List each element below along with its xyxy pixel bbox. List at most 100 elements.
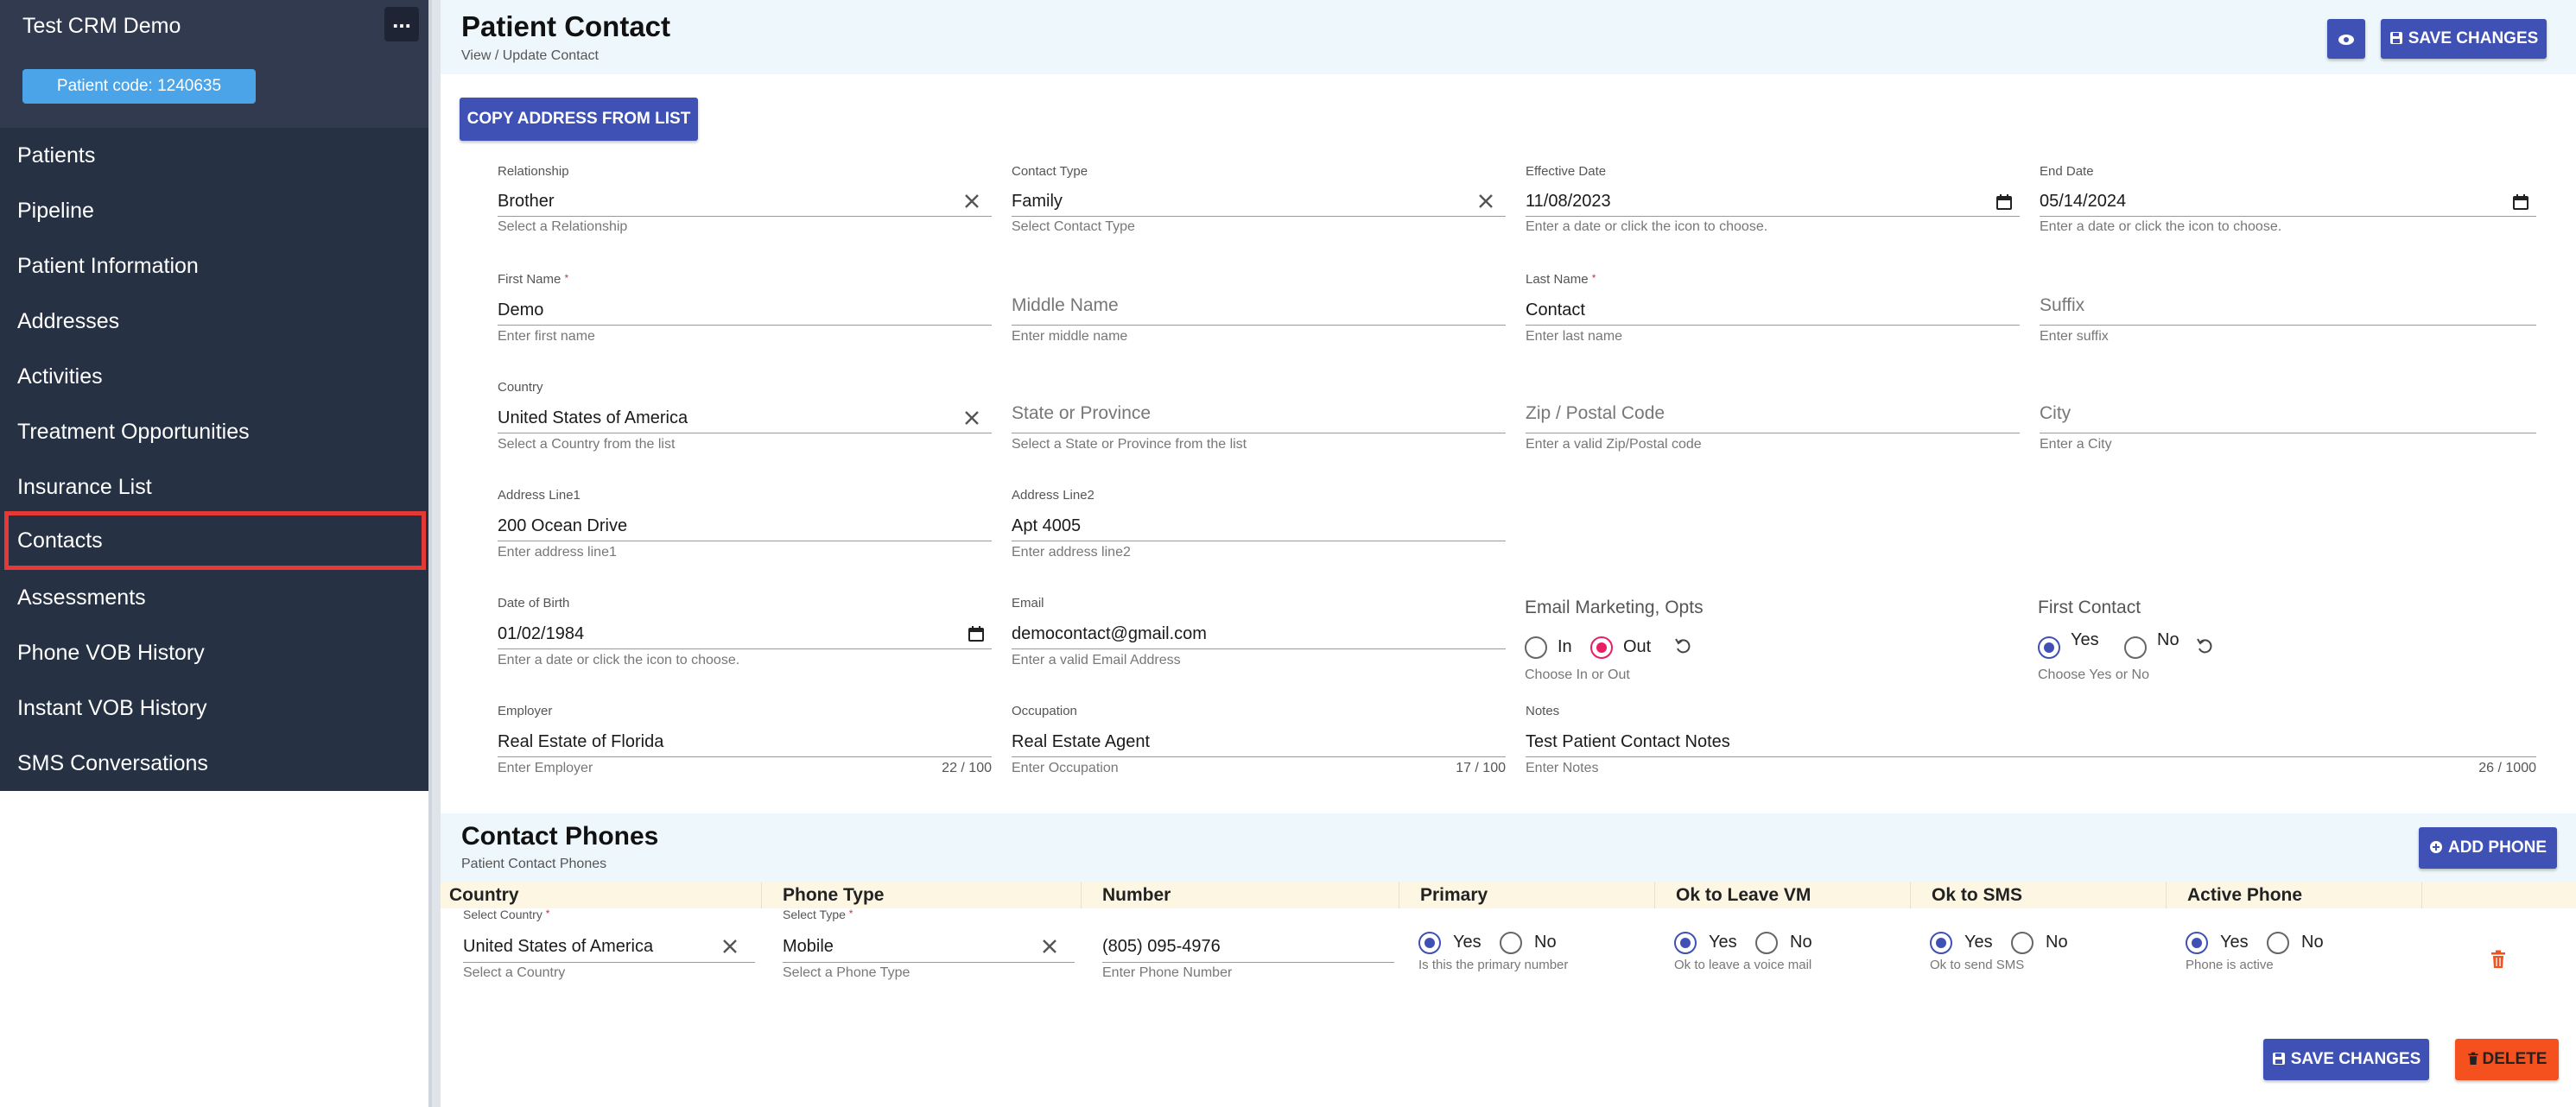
address-line1-value[interactable]: 200 Ocean Drive [498, 516, 628, 535]
primary-no-label: No [1534, 933, 1557, 952]
phone-number-field[interactable]: (805) 095-4976 Enter Phone Number [1102, 908, 1394, 985]
sms-yes-radio[interactable] [1930, 932, 1952, 954]
email-field[interactable]: Email democontact@gmail.com Enter a vali… [1012, 596, 1506, 674]
address-line2-value[interactable]: Apt 4005 [1012, 516, 1082, 535]
view-button[interactable] [2327, 19, 2365, 59]
sidebar-item-sms-conversations[interactable]: SMS Conversations [17, 751, 208, 775]
primary-no-radio[interactable] [1500, 932, 1522, 954]
occupation-hint: Enter Occupation [1012, 761, 1119, 775]
vm-yes-radio[interactable] [1674, 932, 1697, 954]
last-name-value[interactable]: Contact [1526, 300, 1585, 319]
clear-icon[interactable] [962, 408, 981, 427]
sidebar-resize-handle[interactable] [428, 0, 432, 1107]
notes-value[interactable]: Test Patient Contact Notes [1526, 732, 1730, 751]
state-field[interactable]: State or Province Select a State or Prov… [1012, 380, 1506, 458]
phone-number-value[interactable]: (805) 095-4976 [1102, 937, 1221, 956]
sidebar-item-activities[interactable]: Activities [17, 364, 103, 389]
reset-icon[interactable] [1673, 636, 1692, 655]
calendar-icon[interactable] [2512, 193, 2529, 211]
email-opt-out-radio[interactable] [1590, 636, 1613, 659]
sidebar-item-addresses[interactable]: Addresses [17, 309, 120, 333]
phone-type-field[interactable]: Select Type * Mobile Select a Phone Type [783, 908, 1075, 985]
calendar-icon[interactable] [968, 625, 985, 642]
phone-type-label-wrap: Select Type * [783, 908, 853, 921]
address-line1-hint: Enter address line1 [498, 545, 617, 560]
contact-type-field[interactable]: Contact Type Family Select Contact Type [1012, 164, 1506, 242]
sidebar-item-treatment-opportunities[interactable]: Treatment Opportunities [17, 420, 250, 444]
first-contact-no-radio[interactable] [2124, 636, 2147, 659]
first-contact-yes-radio[interactable] [2038, 636, 2060, 659]
vm-no-radio[interactable] [1755, 932, 1778, 954]
active-yes-radio[interactable] [2186, 932, 2208, 954]
contact-phones-title: Contact Phones [461, 822, 659, 851]
trash-icon[interactable] [2490, 950, 2507, 969]
phone-country-field[interactable]: Select Country * United States of Americ… [463, 908, 755, 985]
first-name-value[interactable]: Demo [498, 300, 544, 319]
sidebar-nav: Patients Pipeline Patient Information Ad… [0, 128, 432, 791]
end-date-field[interactable]: End Date 05/14/2024 Enter a date or clic… [2040, 164, 2536, 242]
clear-icon[interactable] [1476, 192, 1495, 211]
effective-date-value[interactable]: 11/08/2023 [1526, 192, 1611, 211]
phone-country-value[interactable]: United States of America [463, 937, 654, 956]
phone-number-underline [1102, 962, 1394, 963]
relationship-value[interactable]: Brother [498, 192, 555, 211]
sidebar-item-instant-vob-history[interactable]: Instant VOB History [17, 696, 207, 720]
middle-name-field[interactable]: Middle Name Enter middle name [1012, 272, 1506, 350]
last-name-field[interactable]: Last Name * Contact Enter last name [1526, 272, 2020, 350]
occupation-field[interactable]: Occupation Real Estate Agent Enter Occup… [1012, 704, 1506, 781]
country-value[interactable]: United States of America [498, 408, 688, 427]
phone-number-hint: Enter Phone Number [1102, 965, 1233, 980]
ok-to-sms-group: Yes No Ok to send SMS [1930, 930, 2154, 982]
save-changes-bottom-button[interactable]: SAVE CHANGES [2263, 1039, 2429, 1080]
sidebar-item-insurance-list[interactable]: Insurance List [17, 475, 152, 499]
sidebar-item-pipeline[interactable]: Pipeline [17, 199, 94, 223]
city-field[interactable]: City Enter a City [2040, 380, 2536, 458]
required-marker: * [1591, 272, 1596, 284]
occupation-value[interactable]: Real Estate Agent [1012, 732, 1151, 751]
employer-field[interactable]: Employer Real Estate of Florida Enter Em… [498, 704, 992, 781]
end-date-value[interactable]: 05/14/2024 [2040, 192, 2127, 211]
last-name-underline [1526, 325, 2020, 326]
copy-address-button[interactable]: COPY ADDRESS FROM LIST [460, 98, 698, 141]
clear-icon[interactable] [962, 192, 981, 211]
effective-date-field[interactable]: Effective Date 11/08/2023 Enter a date o… [1526, 164, 2020, 242]
sidebar-item-patient-information[interactable]: Patient Information [17, 254, 199, 278]
address-line2-field[interactable]: Address Line2 Apt 4005 Enter address lin… [1012, 488, 1506, 566]
sidebar-item-contacts[interactable]: Contacts [4, 511, 426, 570]
contact-type-value[interactable]: Family [1012, 192, 1063, 211]
primary-yes-radio[interactable] [1418, 932, 1441, 954]
required-marker: * [545, 908, 550, 920]
delete-label: DELETE [2482, 1050, 2547, 1068]
relationship-field[interactable]: Relationship Brother Select a Relationsh… [498, 164, 992, 242]
first-name-field[interactable]: First Name * Demo Enter first name [498, 272, 992, 350]
save-changes-button[interactable]: SAVE CHANGES [2381, 19, 2547, 59]
zip-field[interactable]: Zip / Postal Code Enter a valid Zip/Post… [1526, 380, 2020, 458]
sidebar-item-assessments[interactable]: Assessments [17, 585, 146, 610]
address-line1-field[interactable]: Address Line1 200 Ocean Drive Enter addr… [498, 488, 992, 566]
add-phone-button[interactable]: ADD PHONE [2419, 827, 2557, 869]
save-changes-bottom-label: SAVE CHANGES [2290, 1050, 2421, 1068]
sidebar-item-patients[interactable]: Patients [17, 143, 96, 168]
reset-icon[interactable] [2195, 636, 2214, 655]
country-field[interactable]: Country United States of America Select … [498, 380, 992, 458]
sidebar-item-phone-vob-history[interactable]: Phone VOB History [17, 641, 205, 665]
clear-icon[interactable] [720, 937, 739, 956]
phone-type-value[interactable]: Mobile [783, 937, 834, 956]
dob-field[interactable]: Date of Birth 01/02/1984 Enter a date or… [498, 596, 992, 674]
email-value[interactable]: democontact@gmail.com [1012, 624, 1207, 643]
sms-no-radio[interactable] [2011, 932, 2034, 954]
email-opt-in-radio[interactable] [1525, 636, 1547, 659]
dob-value[interactable]: 01/02/1984 [498, 624, 585, 643]
delete-button[interactable]: DELETE [2455, 1039, 2559, 1080]
calendar-icon[interactable] [1995, 193, 2013, 211]
clear-icon[interactable] [1040, 937, 1059, 956]
state-hint: Select a State or Province from the list [1012, 437, 1247, 452]
patient-code-badge[interactable]: Patient code: 1240635 [22, 69, 256, 104]
more-options-button[interactable]: ... [384, 7, 419, 41]
active-no-radio[interactable] [2267, 932, 2289, 954]
sms-hint: Ok to send SMS [1930, 958, 2025, 972]
employer-char-count: 22 / 100 [942, 761, 992, 775]
notes-field[interactable]: Notes Test Patient Contact Notes Enter N… [1526, 704, 2536, 781]
suffix-field[interactable]: Suffix Enter suffix [2040, 272, 2536, 350]
employer-value[interactable]: Real Estate of Florida [498, 732, 664, 751]
